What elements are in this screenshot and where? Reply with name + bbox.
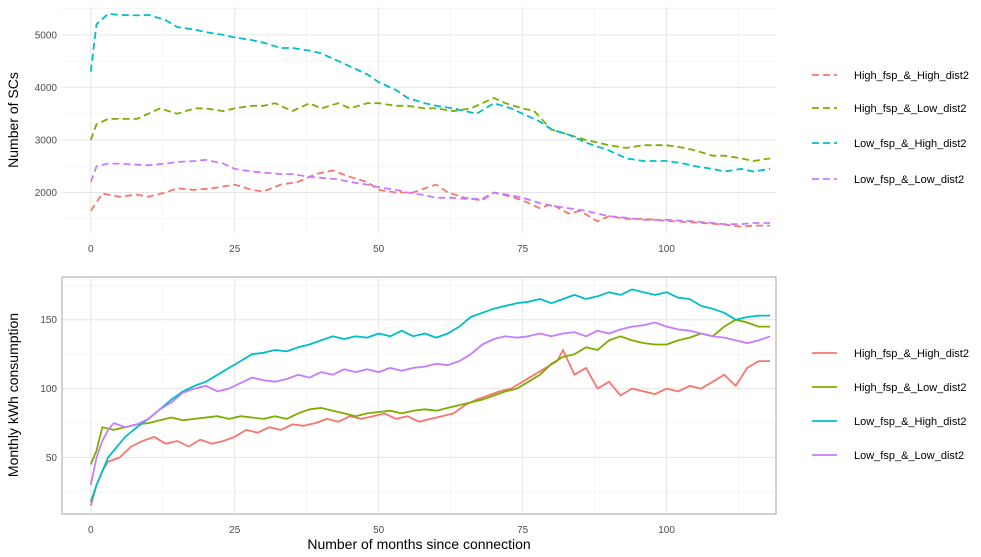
y-tick-label: 100 — [40, 384, 57, 395]
y-tick-label: 150 — [40, 315, 57, 326]
legend-label-0: High_fsp_&_High_dist2 — [854, 348, 969, 360]
x-tick-label: 100 — [658, 525, 675, 536]
y-tick-label: 3000 — [35, 135, 58, 146]
x-tick-label: 0 — [88, 244, 94, 255]
x-tick-label: 50 — [373, 525, 385, 536]
x-tick-label: 0 — [88, 525, 94, 536]
legend-label-3: Low_fsp_&_Low_dist2 — [854, 174, 964, 186]
x-tick-label: 100 — [658, 244, 675, 255]
panel-border — [61, 276, 777, 515]
series-line-0 — [89, 349, 771, 506]
x-axis-title: Number of months since connection — [307, 536, 530, 552]
series-line-3 — [89, 321, 771, 486]
chart-sc-count: 0 25 50 75 100 2000 3000 4000 5000 Number of SCs H… — [5, 7, 969, 255]
legend-label-0: High_fsp_&_High_dist2 — [854, 70, 969, 82]
legend-label-1: High_fsp_&_Low_dist2 — [854, 103, 967, 115]
legend-label-2: Low_fsp_&_High_dist2 — [854, 138, 967, 150]
x-tick-label: 75 — [517, 525, 529, 536]
y-tick-label: 50 — [46, 453, 58, 464]
y-tick-label: 5000 — [35, 30, 58, 41]
chart-kwh-consumption: 0 25 50 75 100 50 100 150 Monthly kWh consumptio… — [5, 276, 969, 552]
legend-label-2: Low_fsp_&_High_dist2 — [854, 416, 967, 428]
x-tick-label: 25 — [229, 244, 241, 255]
series-line-2 — [89, 288, 771, 502]
x-tick-label: 50 — [373, 244, 385, 255]
legend-label-1: High_fsp_&_Low_dist2 — [854, 382, 967, 394]
series-line-1 — [89, 97, 771, 162]
series-line-0 — [90, 169, 771, 228]
y-axis-title: Monthly kWh consumption — [5, 313, 21, 477]
y-axis-title: Number of SCs — [5, 72, 21, 168]
series-line-2 — [89, 12, 771, 173]
series-line-3 — [89, 159, 771, 225]
series-line-1 — [89, 318, 771, 465]
x-tick-label: 25 — [229, 525, 241, 536]
x-tick-label: 75 — [517, 244, 529, 255]
y-tick-label: 4000 — [35, 83, 58, 94]
legend-label-3: Low_fsp_&_Low_dist2 — [854, 450, 964, 462]
y-tick-label: 2000 — [35, 188, 58, 199]
